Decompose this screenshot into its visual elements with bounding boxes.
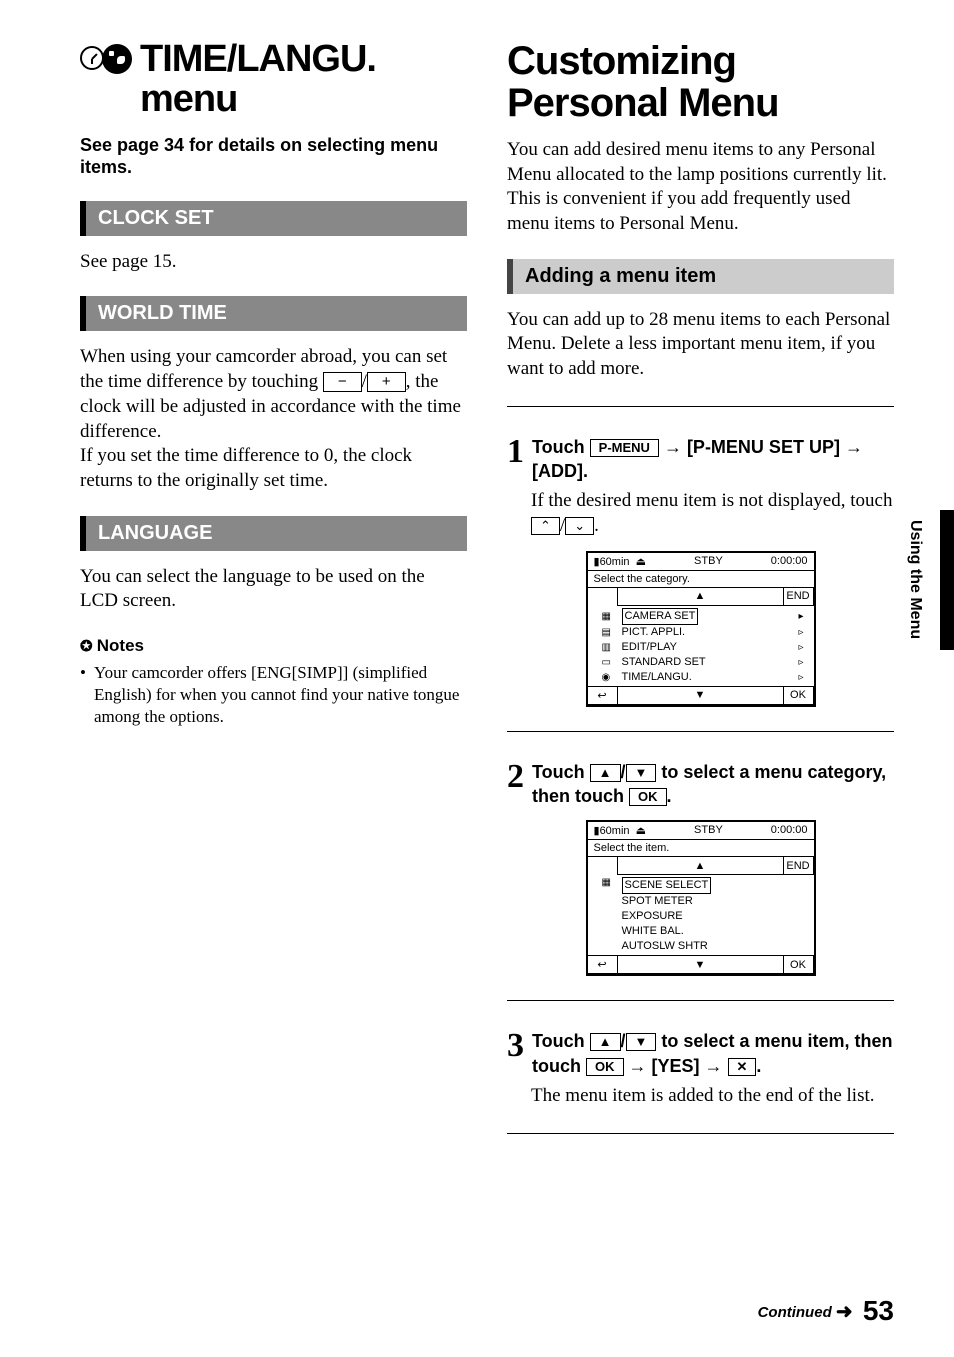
lcd1-back-button[interactable]: ↩ bbox=[587, 686, 618, 705]
lcd1-item[interactable]: CAMERA SET bbox=[622, 608, 699, 625]
lcd2-end-button[interactable]: END bbox=[783, 856, 814, 875]
lcd-item-screenshot: ▮60min ⏏ STBY 0:00:00 Select the item. ▲… bbox=[586, 820, 816, 976]
up-button-icon: ▲ bbox=[590, 1033, 621, 1051]
minus-button-icon: − bbox=[323, 372, 362, 392]
customizing-intro: You can add desired menu items to any Pe… bbox=[507, 138, 894, 237]
close-button-icon: ✕ bbox=[728, 1058, 757, 1076]
step-1-head: Touch P-MENU → [P-MENU SET UP] → [ADD]. bbox=[507, 435, 894, 484]
section-side-label: Using the Menu bbox=[906, 520, 924, 639]
up-button-icon: ▲ bbox=[590, 764, 621, 782]
lcd1-item[interactable]: PICT. APPLI. bbox=[622, 625, 686, 640]
pmenu-button-icon: P-MENU bbox=[590, 439, 659, 457]
continued-label: Continued bbox=[758, 1304, 832, 1321]
page-title-a: TIME/LANGU. bbox=[140, 40, 376, 80]
down-button-icon: ▼ bbox=[626, 764, 657, 782]
clock-globe-icon bbox=[80, 44, 134, 78]
lcd1-list: ▦CAMERA SET▸ ▤PICT. APPLI.▹ ▥EDIT/PLAY▹ … bbox=[588, 606, 814, 687]
section-tab bbox=[940, 510, 954, 650]
lcd2-item[interactable]: AUTOSLW SHTR bbox=[622, 939, 804, 954]
step-number: 3 bbox=[507, 1029, 524, 1063]
world-time-heading: WORLD TIME bbox=[80, 296, 467, 331]
lcd1-down-button[interactable]: ▼ bbox=[617, 686, 784, 705]
lcd1-sub: Select the category. bbox=[588, 571, 814, 588]
step-2-head: Touch ▲/▼ to select a menu category, the… bbox=[507, 760, 894, 809]
lcd2-item[interactable]: SCENE SELECT bbox=[622, 877, 712, 894]
language-heading: LANGUAGE bbox=[80, 516, 467, 551]
step-3-head: Touch ▲/▼ to select a menu item, then to… bbox=[507, 1029, 894, 1078]
lcd2-batt: ▮60min ⏏ bbox=[594, 824, 647, 837]
lcd1-item[interactable]: TIME/LANGU. bbox=[622, 670, 692, 685]
lcd1-batt: ▮60min ⏏ bbox=[594, 555, 647, 568]
scroll-down-icon: ⌄ bbox=[565, 517, 594, 535]
lcd1-item[interactable]: STANDARD SET bbox=[622, 655, 706, 670]
divider bbox=[507, 1133, 894, 1134]
lcd2-list: ▦ SCENE SELECT SPOT METER EXPOSURE WHITE… bbox=[588, 875, 814, 956]
plus-button-icon: + bbox=[367, 372, 406, 392]
title-row: TIME/LANGU. menu bbox=[80, 40, 467, 120]
lcd2-sub: Select the item. bbox=[588, 840, 814, 857]
lcd2-ok-button[interactable]: OK bbox=[783, 955, 814, 974]
step-3-body: The menu item is added to the end of the… bbox=[531, 1084, 894, 1109]
clock-set-heading: CLOCK SET bbox=[80, 201, 467, 236]
scroll-up-icon: ⌃ bbox=[531, 517, 560, 535]
lcd2-time: 0:00:00 bbox=[771, 824, 808, 837]
left-column: TIME/LANGU. menu See page 34 for details… bbox=[80, 40, 467, 1134]
lcd2-down-button[interactable]: ▼ bbox=[617, 955, 784, 974]
adding-heading: Adding a menu item bbox=[507, 259, 894, 294]
divider bbox=[507, 731, 894, 732]
divider bbox=[507, 406, 894, 407]
lcd2-item[interactable]: SPOT METER bbox=[622, 894, 804, 909]
note-item: Your camcorder offers [ENG[SIMP]] (simpl… bbox=[94, 662, 467, 728]
step-2: 2 Touch ▲/▼ to select a menu category, t… bbox=[507, 760, 894, 977]
lcd1-stby: STBY bbox=[694, 555, 723, 568]
step-1-body: If the desired menu item is not displaye… bbox=[531, 489, 894, 538]
adding-body: You can add up to 28 menu items to each … bbox=[507, 308, 894, 382]
step-number: 2 bbox=[507, 760, 524, 794]
page-footer: Continued ➜ 53 bbox=[758, 1295, 894, 1327]
lcd2-item[interactable]: WHITE BAL. bbox=[622, 924, 804, 939]
lcd1-time: 0:00:00 bbox=[771, 555, 808, 568]
world-time-body: When using your camcorder abroad, you ca… bbox=[80, 345, 467, 493]
ok-button-icon: OK bbox=[586, 1058, 624, 1076]
notes-heading: Notes bbox=[80, 636, 467, 656]
step-3: 3 Touch ▲/▼ to select a menu item, then … bbox=[507, 1029, 894, 1108]
lcd2-back-button[interactable]: ↩ bbox=[587, 955, 618, 974]
language-body: You can select the language to be used o… bbox=[80, 565, 467, 614]
lcd-category-screenshot: ▮60min ⏏ STBY 0:00:00 Select the categor… bbox=[586, 551, 816, 707]
lcd2-up-button[interactable]: ▲ bbox=[617, 856, 784, 875]
step-number: 1 bbox=[507, 435, 524, 469]
lcd1-ok-button[interactable]: OK bbox=[783, 686, 814, 705]
down-button-icon: ▼ bbox=[626, 1033, 657, 1051]
continued-arrow-icon: ➜ bbox=[836, 1301, 853, 1323]
page-title-b: menu bbox=[140, 80, 376, 120]
ok-button-icon: OK bbox=[629, 788, 667, 806]
lcd1-item[interactable]: EDIT/PLAY bbox=[622, 640, 677, 655]
customizing-title: Customizing Personal Menu bbox=[507, 40, 894, 124]
step-1: 1 Touch P-MENU → [P-MENU SET UP] → [ADD]… bbox=[507, 435, 894, 707]
notes-list: Your camcorder offers [ENG[SIMP]] (simpl… bbox=[80, 662, 467, 728]
clock-set-body: See page 15. bbox=[80, 250, 467, 275]
wt-text-3: If you set the time difference to 0, the… bbox=[80, 445, 412, 491]
page-number: 53 bbox=[863, 1295, 894, 1326]
lcd1-up-button[interactable]: ▲ bbox=[617, 587, 784, 606]
lcd1-end-button[interactable]: END bbox=[783, 587, 814, 606]
divider bbox=[507, 1000, 894, 1001]
right-column: Customizing Personal Menu You can add de… bbox=[507, 40, 894, 1134]
lcd2-stby: STBY bbox=[694, 824, 723, 837]
lcd2-item[interactable]: EXPOSURE bbox=[622, 909, 804, 924]
selecting-menu-note: See page 34 for details on selecting men… bbox=[80, 134, 467, 179]
